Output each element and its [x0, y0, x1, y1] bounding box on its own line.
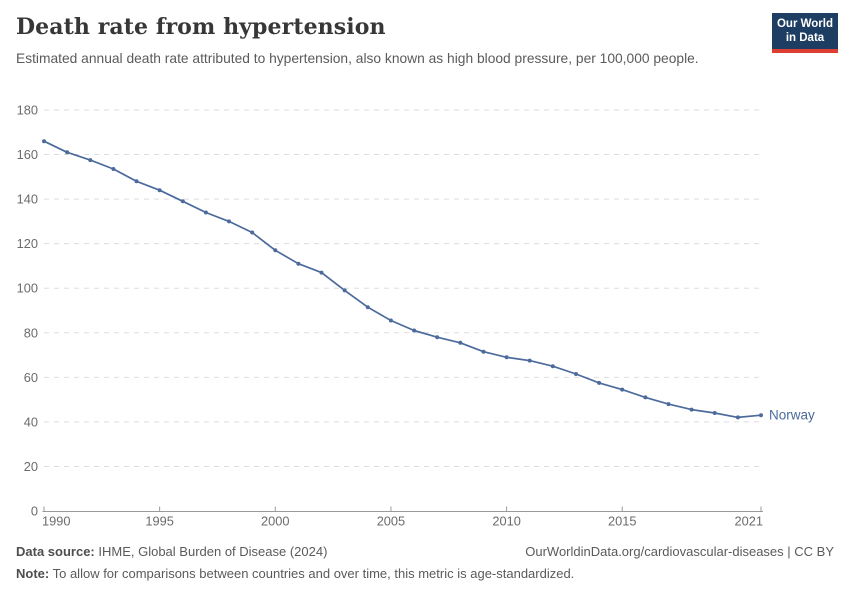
data-point [250, 230, 255, 235]
y-tick-label: 120 [17, 236, 38, 251]
data-point [527, 358, 532, 363]
note-text: To allow for comparisons between countri… [52, 565, 575, 581]
x-tick-label: 1995 [145, 514, 173, 529]
data-point [388, 318, 393, 323]
data-point [42, 139, 46, 144]
data-point [296, 261, 301, 266]
data-point [666, 402, 671, 407]
x-tick-label: 1990 [42, 514, 70, 529]
y-tick-label: 180 [17, 103, 38, 118]
data-point [157, 188, 162, 193]
data-point [180, 199, 185, 204]
owid-logo-line2: in Data [785, 31, 825, 44]
x-tick-label: 2015 [608, 514, 636, 529]
data-point [319, 270, 324, 275]
data-point [435, 335, 440, 340]
data-point [227, 219, 231, 224]
data-point [735, 415, 740, 420]
x-tick-label: 2021 [735, 514, 763, 529]
owid-logo-line1: Our World [776, 18, 833, 30]
y-tick-label: 60 [24, 370, 38, 385]
note-label: Note: [16, 565, 50, 581]
y-tick-label: 20 [24, 459, 38, 474]
footer-note: Note: To allow for comparisons between c… [16, 563, 834, 585]
y-tick-label: 40 [24, 414, 38, 429]
y-tick-label: 0 [31, 504, 38, 519]
citation-link[interactable]: OurWorldinData.org/cardiovascular-diseas… [525, 544, 834, 559]
entity-label[interactable]: Norway [769, 408, 815, 423]
y-tick-label: 80 [24, 325, 38, 340]
y-tick-label: 160 [17, 147, 38, 162]
data-point [712, 411, 717, 415]
data-source-label: Data source: [16, 544, 95, 559]
data-point [689, 407, 694, 412]
data-point [342, 288, 347, 293]
chart-subtitle: Estimated annual death rate attributed t… [16, 51, 699, 66]
data-point [458, 340, 463, 345]
line-chart[interactable]: 0 20 40 60 80 100 120 140 160 180 1990 1995 2000 2005… [0, 0, 850, 538]
x-tick-label: 2000 [261, 514, 289, 529]
y-tick-label: 140 [17, 192, 38, 207]
data-point [620, 387, 625, 392]
data-point [504, 355, 509, 360]
data-point [88, 158, 93, 163]
data-point [365, 305, 370, 310]
data-point [412, 328, 417, 333]
x-tick-label: 2010 [492, 514, 520, 529]
data-point [759, 413, 763, 418]
owid-logo[interactable]: Our World in Data [772, 13, 838, 53]
data-point [597, 380, 602, 385]
data-point [65, 150, 70, 155]
data-point [273, 248, 278, 253]
data-point [111, 167, 116, 171]
data-point [550, 364, 555, 369]
data-point [574, 372, 578, 376]
data-source-text: IHME, Global Burden of Disease (2024) [98, 544, 328, 559]
data-source: Data source: IHME, Global Burden of Dise… [16, 541, 327, 563]
data-point [134, 179, 139, 184]
data-point [203, 210, 208, 215]
data-point [481, 349, 486, 354]
trend-line[interactable] [43, 140, 762, 419]
x-tick-label: 2005 [377, 514, 405, 529]
page-title: Death rate from hypertension [16, 14, 386, 40]
chart-header: Death rate from hypertension Estimated a… [16, 14, 834, 69]
y-tick-label: 100 [17, 281, 38, 296]
data-point [643, 395, 648, 400]
chart-footer: Data source: IHME, Global Burden of Dise… [16, 541, 834, 584]
